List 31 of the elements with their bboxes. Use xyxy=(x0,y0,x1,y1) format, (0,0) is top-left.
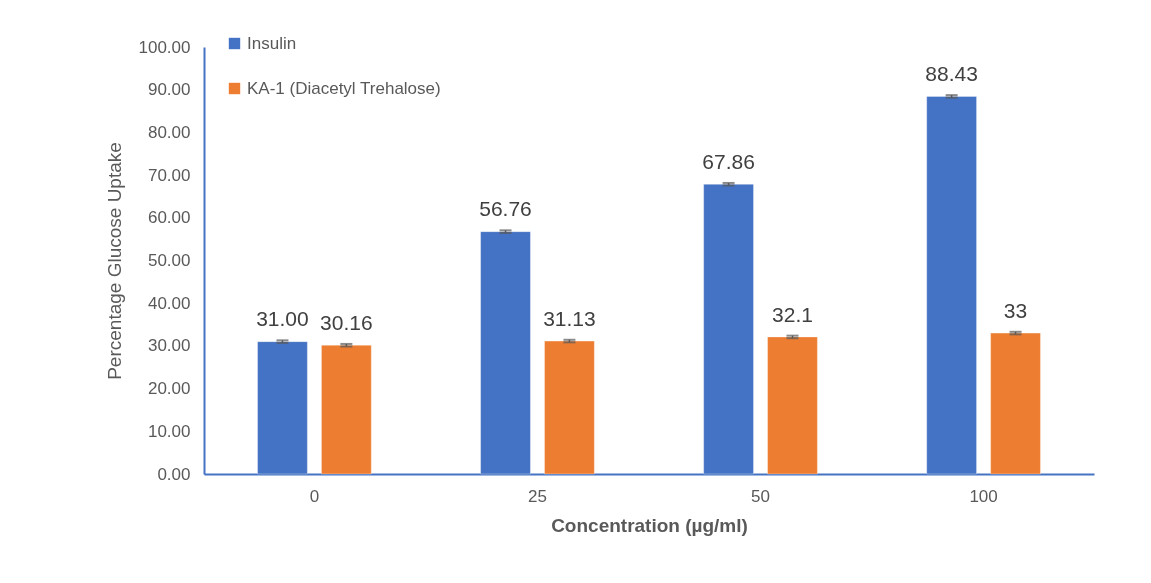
data-label: 30.16 xyxy=(320,310,373,334)
bar xyxy=(767,336,818,475)
data-label: 32.1 xyxy=(772,302,813,326)
y-tick-label: 10.00 xyxy=(147,421,191,441)
bar xyxy=(544,340,595,475)
x-axis-title: Concentration (µg/ml) xyxy=(551,514,748,536)
y-tick-label: 40.00 xyxy=(147,293,191,313)
bar xyxy=(990,332,1041,475)
y-tick-label: 80.00 xyxy=(147,122,191,142)
data-label: 56.76 xyxy=(479,197,532,221)
bar xyxy=(320,344,372,475)
x-tick-label: 25 xyxy=(528,486,547,506)
y-tick-label: 0.00 xyxy=(157,464,191,484)
y-tick-label: 70.00 xyxy=(147,165,191,185)
x-tick-label: 50 xyxy=(751,486,770,506)
y-tick-label: 100.00 xyxy=(138,37,191,57)
data-label: 88.43 xyxy=(925,62,978,86)
y-tick-label: 60.00 xyxy=(147,208,191,228)
y-tick-label: 30.00 xyxy=(147,336,191,356)
y-tick-label: 90.00 xyxy=(147,80,191,100)
data-label: 67.86 xyxy=(702,149,755,173)
y-axis-title: Percentage Glucose Uptake xyxy=(103,142,125,380)
legend-label: KA-1 (Diacetyl Trehalose) xyxy=(247,78,441,98)
y-tick-label: 20.00 xyxy=(147,379,191,399)
data-label: 33 xyxy=(1003,298,1028,322)
data-label: 31.00 xyxy=(256,307,309,331)
x-tick-label: 0 xyxy=(309,486,320,506)
y-tick-label: 50.00 xyxy=(147,251,191,270)
legend-label: Insulin xyxy=(247,33,297,53)
x-tick-label: 100 xyxy=(969,486,998,506)
data-label: 31.13 xyxy=(543,306,596,330)
